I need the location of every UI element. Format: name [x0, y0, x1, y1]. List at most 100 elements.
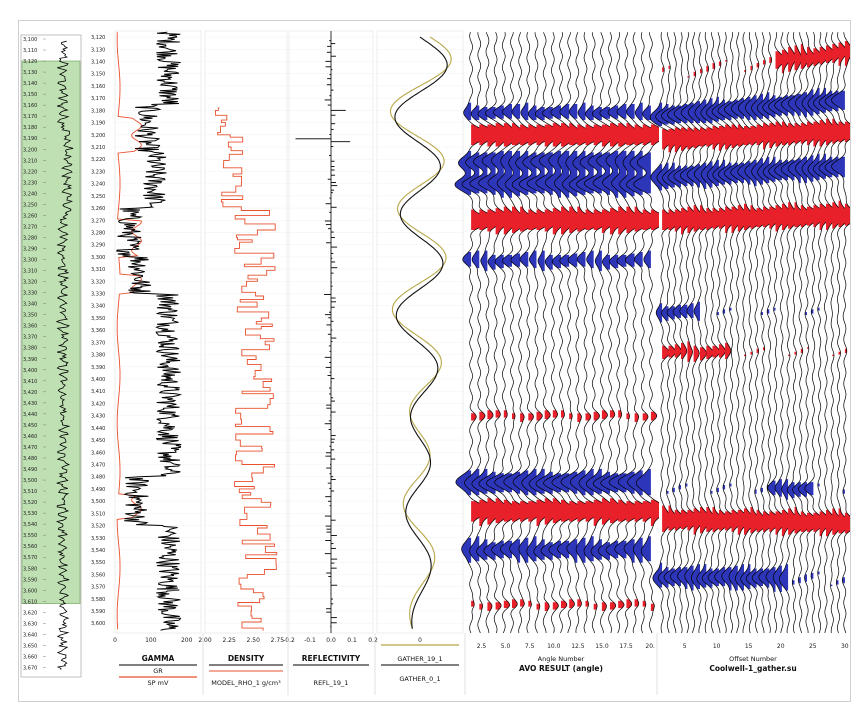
overview-depth-tick: 3,440 — [23, 412, 37, 418]
depth-tick-label: 3,480 — [91, 475, 105, 481]
overview-depth-tick: 3,220 — [23, 169, 37, 175]
overview-depth-tick: 3,130 — [23, 70, 37, 76]
offset-lobe-fill — [746, 568, 757, 588]
depth-tick-label: 3,250 — [91, 194, 105, 200]
offset-lobe-fill — [694, 162, 707, 189]
overview-depth-tick: 3,180 — [23, 125, 37, 131]
offset-x-tick: 30 — [841, 643, 849, 650]
overview-depth-tick: 3,620 — [23, 610, 37, 616]
offset-lobe-fill — [819, 46, 830, 65]
avo-lobe-fill — [526, 536, 537, 562]
avo-lobe-fill — [584, 536, 594, 562]
offset-lobe-fill — [826, 509, 837, 537]
offset-lobe-fill — [805, 312, 807, 315]
avo-lobe-fill — [471, 600, 475, 607]
overview-depth-tick: 3,600 — [23, 588, 37, 594]
overview-depth-tick: 3,170 — [23, 114, 37, 120]
avo-lobe-fill — [635, 102, 643, 121]
avo-lobe-fill — [566, 539, 578, 563]
depth-tick-label: 3,590 — [91, 609, 105, 615]
offset-lobe-fill — [658, 567, 669, 588]
avo-lobe-fill — [495, 498, 512, 524]
overview-depth-tick: 3,630 — [23, 621, 37, 627]
avo-lobe-fill — [560, 471, 578, 494]
avo-x-tick: 12.5 — [571, 643, 585, 650]
depth-tick-label: 3,580 — [91, 597, 105, 603]
overview-depth-tick: 3,420 — [23, 390, 37, 396]
offset-lobe-fill — [729, 307, 732, 311]
offset-lobe-fill — [832, 354, 834, 357]
avo-lobe-fill — [503, 600, 510, 609]
overview-depth-tick: 3,150 — [23, 92, 37, 98]
overview-depth-tick: 3,570 — [23, 555, 37, 561]
avo-x-tick: 15.0 — [595, 643, 609, 650]
avo-lobe-fill — [577, 599, 582, 607]
overview-depth-tick: 3,370 — [23, 335, 37, 341]
avo-lobe-fill — [569, 413, 573, 420]
offset-x-tick: 25 — [809, 643, 817, 650]
offset-lobe-fill — [842, 577, 845, 584]
overview-depth-tick: 3,450 — [23, 423, 37, 429]
avo-lobe-fill — [528, 413, 534, 421]
avo-lobe-fill — [528, 600, 532, 607]
depth-tick-label: 3,130 — [91, 47, 105, 53]
offset-lobe-fill — [831, 156, 845, 178]
avo-x-tick: 5.0 — [501, 643, 511, 650]
depth-tick-label: 3,500 — [91, 499, 105, 505]
overview-depth-tick: 3,530 — [23, 511, 37, 517]
offset-lobe-fill — [788, 354, 790, 357]
overview-depth-tick: 3,260 — [23, 213, 37, 219]
overview-depth-tick: 3,410 — [23, 379, 37, 385]
avo-lobe-fill — [471, 105, 480, 121]
reflectivity-title: REFLECTIVITY — [302, 654, 361, 663]
reflectivity-x-tick: -0.2 — [283, 637, 295, 644]
avo-lobe-fill — [626, 413, 630, 420]
avo-lobe-fill — [642, 105, 651, 121]
avo-x-tick: 7.5 — [525, 643, 535, 650]
avo-lobe-fill — [495, 123, 512, 147]
overview-depth-tick: 3,250 — [23, 202, 37, 208]
offset-lobe-fill — [729, 483, 732, 487]
avo-lobe-fill — [476, 539, 488, 560]
avo-lobe-fill — [487, 498, 504, 525]
offset-xlabel: Offset Number — [729, 655, 777, 663]
avo-lobe-fill — [561, 206, 577, 235]
depth-tick-label: 3,120 — [91, 35, 105, 41]
offset-lobe-fill — [750, 351, 753, 355]
offset-lobe-fill — [710, 490, 713, 494]
depth-tick-label: 3,440 — [91, 426, 105, 432]
offset-lobe-fill — [844, 512, 850, 534]
avo-lobe-fill — [533, 539, 545, 560]
overview-depth-tick: 3,390 — [23, 357, 37, 363]
offset-x-tick: 15 — [745, 643, 753, 650]
density-track-frame — [204, 30, 288, 634]
avo-lobe-fill — [513, 470, 529, 496]
overview-depth-tick: 3,290 — [23, 246, 37, 252]
offset-lobe-fill — [666, 490, 669, 494]
depth-tick-label: 3,430 — [91, 414, 105, 420]
overview-depth-tick: 3,330 — [23, 291, 37, 297]
avo-lobe-fill — [591, 539, 602, 560]
avo-lobe-fill — [601, 498, 618, 525]
reflectivity-x-tick: 0.1 — [347, 637, 357, 644]
overview-depth-tick: 3,560 — [23, 544, 37, 550]
avo-lobe-fill — [455, 470, 472, 496]
avo-lobe-fill — [561, 123, 577, 147]
offset-lobe-fill — [838, 42, 847, 66]
offset-lobe-fill — [774, 479, 782, 497]
offset-lobe-fill — [735, 564, 744, 591]
offset-lobe-fill — [672, 487, 675, 493]
overview-depth-tick: 3,670 — [23, 665, 37, 671]
offset-lobe-fill — [744, 159, 757, 187]
depth-tick-label: 3,530 — [91, 536, 105, 542]
offset-lobe-fill — [725, 60, 727, 62]
depth-tick-label: 3,410 — [91, 389, 105, 395]
density-x-tick: 2.25 — [222, 637, 236, 644]
avo-xlabel: Angle Number — [538, 655, 585, 663]
avo-lobe-fill — [512, 206, 529, 233]
offset-lobe-fill — [678, 485, 681, 490]
offset-lobe-fill — [661, 306, 669, 321]
offset-lobe-fill — [787, 482, 795, 499]
offset-lobe-fill — [725, 124, 738, 150]
offset-lobe-fill — [662, 505, 673, 532]
